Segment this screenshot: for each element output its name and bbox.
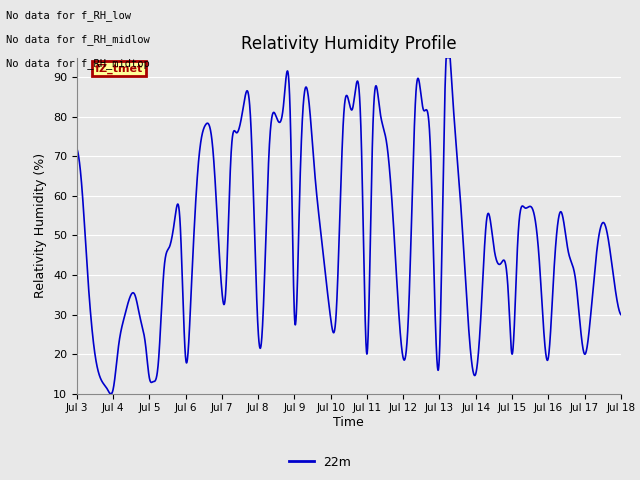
Legend: 22m: 22m	[284, 451, 356, 474]
X-axis label: Time: Time	[333, 416, 364, 429]
Text: No data for f_RH_low: No data for f_RH_low	[6, 10, 131, 21]
Title: Relativity Humidity Profile: Relativity Humidity Profile	[241, 35, 456, 53]
Text: No data for f_RH_midlow: No data for f_RH_midlow	[6, 34, 150, 45]
Text: No data for f_RH_midtop: No data for f_RH_midtop	[6, 58, 150, 69]
Text: fZ_tmet: fZ_tmet	[95, 63, 143, 74]
Y-axis label: Relativity Humidity (%): Relativity Humidity (%)	[35, 153, 47, 298]
